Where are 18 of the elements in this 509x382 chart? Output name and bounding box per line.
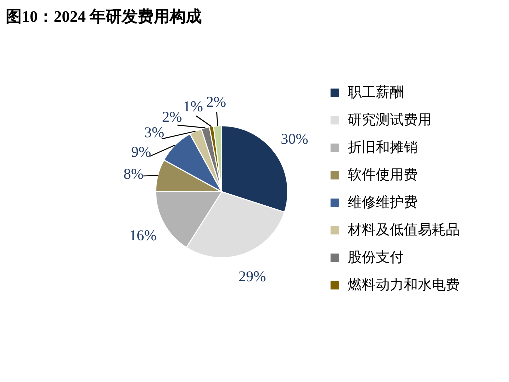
data-label: 3% <box>144 125 164 142</box>
legend-label: 职工薪酬 <box>348 85 404 101</box>
data-label: 29% <box>238 270 266 286</box>
legend-label: 材料及低值易耗品 <box>347 222 460 238</box>
data-label: 30% <box>281 132 309 148</box>
legend-label: 维修维护费 <box>348 195 418 211</box>
legend-label: 研究测试费用 <box>348 112 432 128</box>
legend-label: 燃料动力和水电费 <box>348 278 460 294</box>
legend-label: 软件使用费 <box>348 168 418 184</box>
data-label: 2% <box>206 95 226 112</box>
data-label: 16% <box>129 228 157 244</box>
legend-label: 折旧和摊销 <box>348 140 418 156</box>
data-label: 1% <box>183 100 204 116</box>
data-label: 9% <box>131 144 152 161</box>
chart-title: 图10：2024 年研发费用构成 <box>6 8 202 26</box>
legend-label: 股份支付 <box>348 250 404 266</box>
data-label: 8% <box>124 167 144 184</box>
data-label: 2% <box>162 110 182 126</box>
